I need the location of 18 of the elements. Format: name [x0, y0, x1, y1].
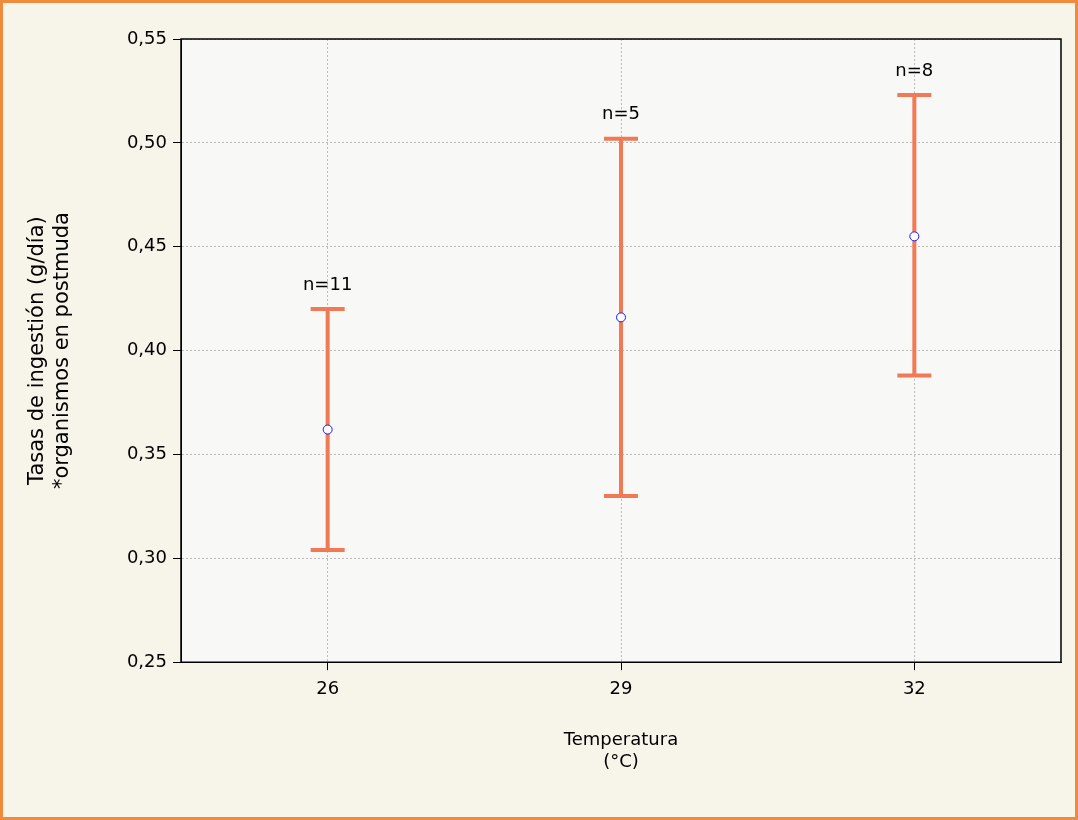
y-tick-label: 0,35 [126, 442, 167, 464]
y-tick-label: 0,50 [126, 130, 167, 152]
y-tick-label: 0,40 [126, 338, 167, 360]
point [616, 312, 626, 323]
point [909, 231, 920, 242]
y-axis-title: Tasas de ingestión (g/día) *organismos en postmuda [24, 212, 74, 490]
annotation: n=5 [602, 102, 640, 124]
x-tick-label: 32 [902, 676, 926, 698]
point [322, 424, 333, 435]
x-tick-label: 29 [609, 676, 633, 698]
annotation: n=11 [302, 272, 353, 294]
y-tick-label: 0,25 [126, 649, 167, 671]
x-axis-title: Temperatura (°C) [562, 728, 679, 771]
y-tick-label: 0,30 [126, 546, 167, 568]
x-tick-label: 26 [316, 676, 340, 698]
y-tick-label: 0,45 [126, 234, 167, 256]
y-tick-label: 0,55 [126, 26, 167, 48]
annotation: n=8 [895, 58, 934, 80]
